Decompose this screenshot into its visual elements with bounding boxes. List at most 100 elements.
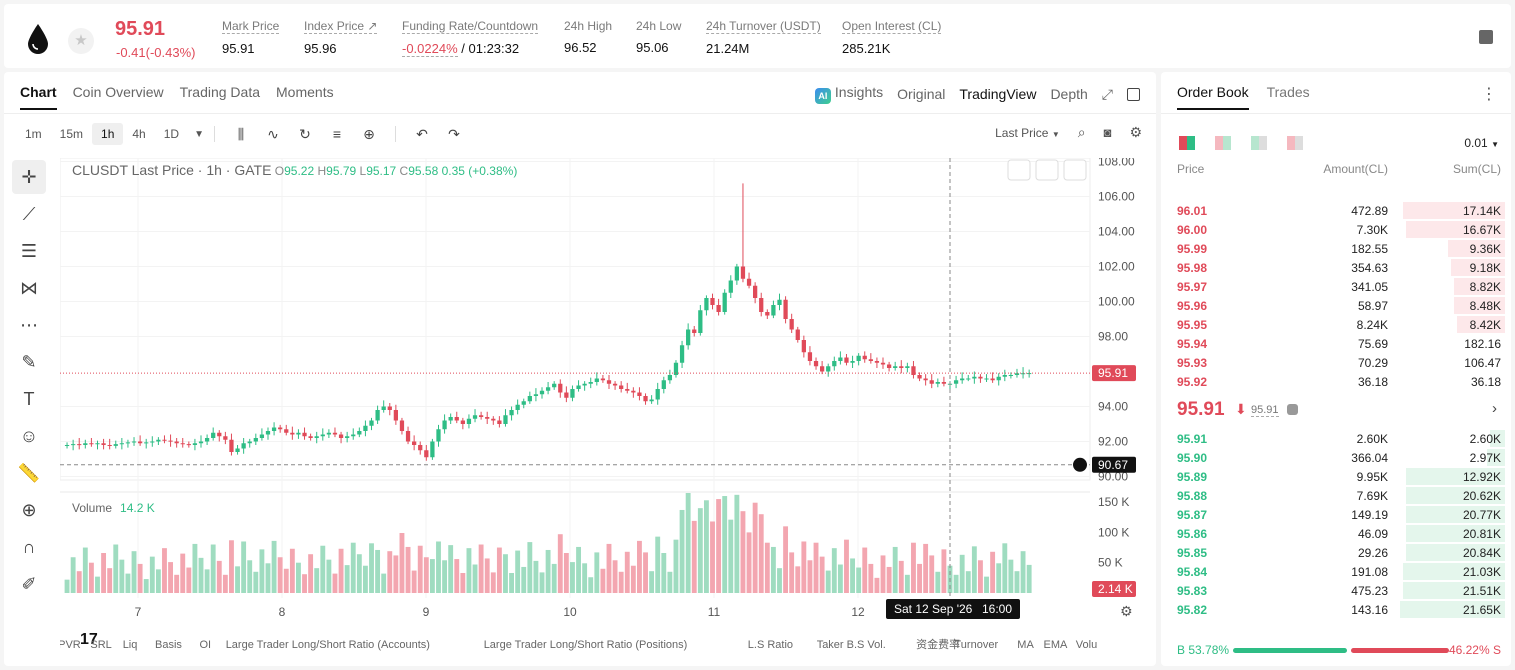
indicator-6[interactable]: Large Trader Long/Short Ratio (Positions… [484,639,688,651]
emoji-icon[interactable]: ☺ [19,426,39,446]
view-original[interactable]: Original [897,86,946,102]
zoom-in-icon[interactable]: ⊕ [21,500,37,520]
pattern-icon[interactable]: ⋈ [20,278,38,298]
bid-row[interactable]: 95.87 149.19 20.77K [1161,505,1511,524]
undo-icon[interactable]: ↶ [416,125,428,142]
volume-bar [758,514,764,593]
tab-moments[interactable]: Moments [276,84,334,100]
row-price: 95.85 [1177,546,1208,560]
ask-row[interactable]: 95.93 70.29 106.47 [1161,353,1511,372]
layout-asks-icon[interactable] [1287,136,1303,150]
ask-row[interactable]: 95.97 341.05 8.82K [1161,277,1511,296]
candle-body [119,443,124,445]
indicator-8[interactable]: Taker B.S Vol. [817,639,886,651]
interval-1m[interactable]: 1m [25,127,42,141]
candle-body [217,432,222,437]
ask-row[interactable]: 95.96 58.97 8.48K [1161,296,1511,315]
indicator-2[interactable]: Liq [123,639,138,651]
volume-bar [369,543,374,593]
window-icon[interactable] [1127,87,1140,101]
bid-row[interactable]: 95.82 143.16 21.65K [1161,600,1511,619]
camera-icon[interactable]: ◙ [1103,125,1112,140]
insights-button[interactable]: AI Insights [814,84,883,104]
ask-row[interactable]: 96.01 472.89 17.14K [1161,201,1511,220]
ask-row[interactable]: 95.98 354.63 9.18K [1161,258,1511,277]
search-icon[interactable]: ⌕ [1077,124,1086,140]
bid-row[interactable]: 95.84 191.08 21.03K [1161,562,1511,581]
indicator-4[interactable]: OI [200,639,212,651]
indicator-0[interactable]: LPVR [60,639,81,651]
volume-bar [1008,559,1014,593]
brush-icon[interactable]: ✎ [21,352,37,372]
layout-bids-icon[interactable] [1251,136,1267,150]
expand-icon[interactable]: ⤢ [1101,85,1113,102]
candle-body [235,448,240,452]
crosshair-icon[interactable]: ✛ [12,160,46,194]
magnet-icon[interactable]: ∩ [22,537,36,557]
ruler-icon[interactable]: 📏 [17,463,41,483]
volume-bar [679,509,685,593]
tab-order-book[interactable]: Order Book [1177,84,1249,110]
trend-line-icon[interactable]: ⟋ [22,204,36,224]
replay-icon[interactable]: ↻ [299,125,311,142]
bid-row[interactable]: 95.83 475.23 21.51K [1161,581,1511,600]
price-type-select[interactable]: Last Price ▼ [995,125,1060,140]
precision-select[interactable]: 0.01 ▼ [1464,136,1499,150]
indicator-12[interactable]: EMA [1044,639,1069,651]
price-chart[interactable]: 108.00 106.00 104.00 102.00 100.00 98.00 94.00… [60,158,1152,663]
pencil-lock-icon[interactable]: ✐ [21,574,37,594]
view-depth[interactable]: Depth [1050,86,1088,102]
indicators-icon[interactable]: ∿ [267,125,279,142]
bid-row[interactable]: 95.90 366.04 2.97K [1161,448,1511,467]
ask-row[interactable]: 95.92 36.18 36.18 [1161,372,1511,391]
chevron-right-icon[interactable]: › [1492,400,1497,417]
fib-icon[interactable]: ⋯ [20,315,38,335]
bid-row[interactable]: 95.91 2.60K 2.60K [1161,429,1511,448]
volume-bar [868,563,874,593]
ask-row[interactable]: 95.95 8.24K 8.42K [1161,315,1511,334]
volume-bar [436,541,441,593]
tab-coin-overview[interactable]: Coin Overview [72,84,164,100]
interval-4h[interactable]: 4h [132,127,146,141]
bid-row[interactable]: 95.85 29.26 20.84K [1161,543,1511,562]
interval-dropdown-icon[interactable]: ▼ [194,128,204,140]
interval-15m[interactable]: 15m [59,127,84,141]
redo-icon[interactable]: ↷ [448,125,460,142]
tab-trades[interactable]: Trades [1266,84,1310,100]
favorite-star-icon[interactable]: ★ [68,28,94,54]
layout-split-icon[interactable] [1215,136,1231,150]
indicator-9[interactable]: 资金费率 [916,637,960,651]
indicator-7[interactable]: L.S Ratio [748,639,793,651]
indicator-3[interactable]: Basis [155,639,182,651]
bid-row[interactable]: 95.88 7.69K 20.62K [1161,486,1511,505]
layout-both-icon[interactable] [1179,136,1195,150]
volume-bar [454,559,460,593]
alert-add-icon[interactable]: ⊕ [363,125,375,142]
indicator-1[interactable]: SRL [90,639,111,651]
candle-type-icon[interactable]: ⫼ [237,125,245,142]
text-tool-icon[interactable]: T [23,389,35,409]
interval-1h[interactable]: 1h [92,123,124,145]
view-tradingview[interactable]: TradingView [959,86,1037,102]
interval-1d[interactable]: 1D [163,127,180,141]
volume-bar [898,560,904,593]
horizontal-lines-icon[interactable]: ☰ [20,241,38,261]
ask-row[interactable]: 96.00 7.30K 16.67K [1161,220,1511,239]
more-options-icon[interactable]: ⋮ [1481,86,1497,103]
document-icon[interactable] [1479,30,1493,44]
bid-row[interactable]: 95.89 9.95K 12.92K [1161,467,1511,486]
indicator-10[interactable]: Turnover [955,639,999,651]
template-icon[interactable]: ≡ [332,126,342,142]
depth-bar [1400,601,1505,618]
indicator-5[interactable]: Large Trader Long/Short Ratio (Accounts) [226,639,430,651]
tab-chart[interactable]: Chart [20,84,57,110]
ask-row[interactable]: 95.99 182.55 9.36K [1161,239,1511,258]
ask-row[interactable]: 95.94 75.69 182.16 [1161,334,1511,353]
indicator-11[interactable]: MA [1017,639,1034,651]
bid-row[interactable]: 95.86 46.09 20.81K [1161,524,1511,543]
settings-gear-icon[interactable]: ⚙ [1129,124,1142,140]
stat-index-price[interactable]: Index Price ↗ 95.96 [304,19,378,56]
volume-bar [612,560,618,593]
indicator-13[interactable]: Volu [1076,639,1097,651]
tab-trading-data[interactable]: Trading Data [179,84,261,100]
